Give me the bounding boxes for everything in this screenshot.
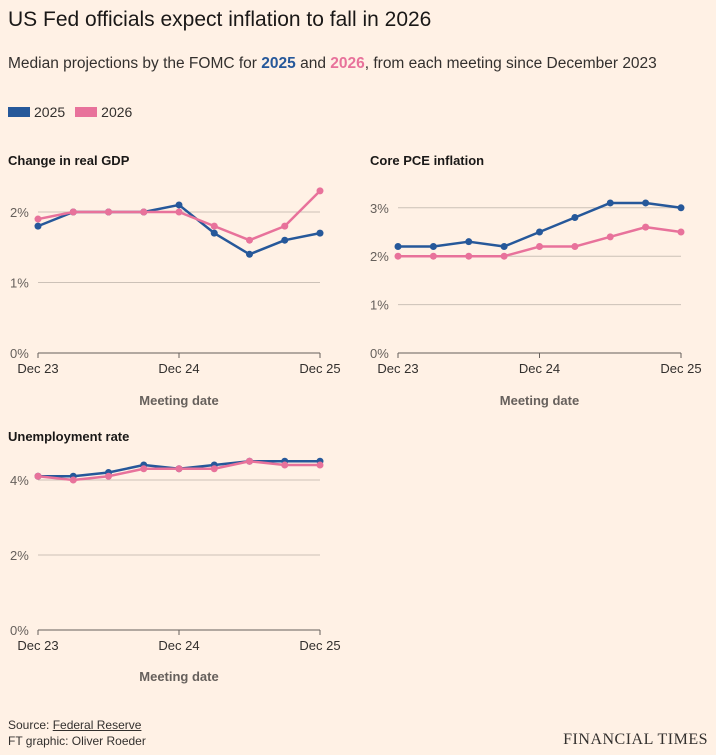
data-point-2025: [316, 229, 324, 237]
legend-label: 2025: [34, 104, 66, 120]
data-point-2026: [69, 476, 77, 484]
data-point-2026: [281, 222, 289, 230]
y-tick-label: 3%: [370, 201, 389, 216]
x-tick-label: Dec 23: [17, 361, 58, 376]
data-point-2026: [69, 208, 77, 216]
x-tick-label: Dec 23: [17, 638, 58, 653]
subtitle-text: and: [295, 55, 331, 72]
source-link[interactable]: Federal Reserve: [52, 718, 142, 732]
data-point-2026: [246, 457, 253, 465]
data-point-2025: [536, 228, 543, 236]
series-line-2025: [398, 201, 682, 248]
subtitle-2026: 2026: [330, 55, 365, 72]
data-point-2026: [316, 187, 324, 195]
y-tick-label: 4%: [10, 473, 29, 488]
data-point-2026: [105, 472, 112, 480]
x-tick-label: Dec 23: [377, 361, 418, 376]
y-tick-label: 0%: [370, 346, 389, 361]
x-axis-label: Meeting date: [139, 669, 218, 684]
data-point-2025: [571, 213, 579, 221]
y-tick-label: 2%: [10, 548, 29, 563]
x-tick-label: Dec 24: [158, 361, 199, 376]
y-tick-label: 1%: [10, 276, 29, 291]
legend-item-2026: 2026: [75, 104, 132, 120]
x-tick-label: Dec 24: [519, 361, 560, 376]
data-point-2026: [429, 252, 437, 260]
subtitle-2025: 2025: [261, 55, 296, 72]
data-point-2026: [316, 461, 324, 469]
panel-title: Core PCE inflation: [370, 153, 484, 168]
subtitle-text: , from each meeting since December 2023: [364, 55, 657, 72]
data-point-2025: [246, 250, 253, 258]
data-point-2025: [34, 222, 42, 230]
ft-logo: FINANCIAL TIMES: [563, 731, 708, 748]
y-tick-label: 2%: [10, 205, 29, 220]
data-point-2026: [571, 243, 579, 251]
x-tick-label: Dec 25: [299, 638, 340, 653]
x-tick-label: Dec 24: [158, 638, 199, 653]
legend-swatch: [8, 107, 30, 117]
footer: Source: Federal Reserve FT graphic: Oliv…: [8, 717, 146, 749]
series-line-2026: [37, 189, 321, 242]
data-point-2025: [210, 229, 218, 237]
data-point-2025: [281, 236, 289, 244]
data-point-2026: [140, 208, 148, 216]
legend-label: 2026: [101, 104, 133, 120]
data-point-2026: [536, 243, 543, 251]
x-tick-label: Dec 25: [660, 361, 701, 376]
data-point-2026: [175, 208, 183, 216]
data-point-2026: [140, 465, 148, 473]
data-point-2026: [210, 222, 218, 230]
y-tick-label: 0%: [10, 623, 29, 638]
legend: 2025 2026: [8, 104, 132, 120]
data-point-2026: [500, 252, 508, 260]
data-point-2026: [281, 461, 289, 469]
subtitle-text: Median projections by the FOMC for: [8, 55, 262, 72]
data-point-2025: [175, 201, 183, 209]
x-tick-label: Dec 25: [299, 361, 340, 376]
source-label: Source:: [8, 718, 53, 732]
data-point-2025: [429, 243, 437, 251]
x-axis-label: Meeting date: [500, 393, 579, 408]
data-point-2026: [606, 233, 614, 241]
x-axis-label: Meeting date: [139, 393, 218, 408]
data-point-2026: [465, 252, 473, 260]
data-point-2026: [394, 252, 402, 260]
data-point-2025: [642, 199, 650, 207]
graphic-credit: FT graphic: Oliver Roeder: [8, 734, 146, 748]
y-tick-label: 0%: [10, 346, 29, 361]
legend-swatch: [75, 107, 98, 117]
chart-title: US Fed officials expect inflation to fal…: [8, 8, 432, 31]
data-point-2026: [642, 223, 650, 231]
data-point-2025: [606, 199, 614, 207]
panel-title: Unemployment rate: [8, 429, 129, 444]
legend-item-2025: 2025: [8, 104, 65, 120]
data-point-2026: [34, 472, 42, 480]
data-point-2025: [677, 204, 685, 212]
panel-title: Change in real GDP: [8, 153, 130, 168]
data-point-2025: [500, 243, 508, 251]
data-point-2025: [394, 243, 402, 251]
data-point-2025: [465, 238, 473, 246]
y-tick-label: 2%: [370, 249, 389, 264]
y-tick-label: 1%: [370, 298, 389, 313]
data-point-2026: [105, 208, 112, 216]
data-point-2026: [34, 215, 42, 223]
data-point-2026: [175, 465, 183, 473]
data-point-2026: [677, 228, 685, 236]
data-point-2026: [246, 236, 253, 244]
chart-subtitle: Median projections by the FOMC for 2025 …: [8, 55, 657, 73]
data-point-2026: [210, 465, 218, 473]
